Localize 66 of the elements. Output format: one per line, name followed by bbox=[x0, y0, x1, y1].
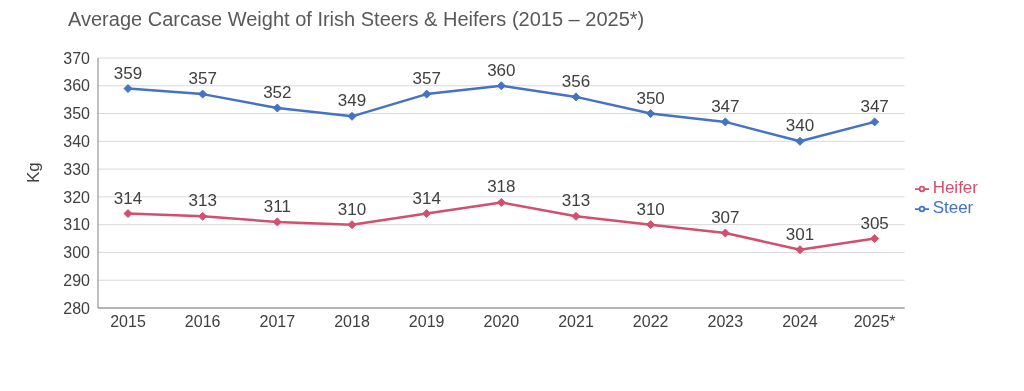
point bbox=[123, 84, 133, 94]
x-tick-label: 2016 bbox=[184, 313, 221, 331]
data-label: 349 bbox=[337, 91, 367, 111]
y-tick-label: 320 bbox=[63, 188, 91, 206]
data-label: 357 bbox=[188, 69, 217, 89]
chart-title: Average Carcase Weight of Irish Steers & Heifers (2015 – 2025*) bbox=[67, 8, 646, 32]
data-label: 310 bbox=[337, 199, 367, 219]
point bbox=[720, 117, 730, 127]
x-tick-label: 2017 bbox=[259, 313, 296, 331]
data-label: 360 bbox=[487, 60, 516, 80]
point bbox=[795, 136, 805, 146]
data-label: 347 bbox=[711, 96, 740, 116]
y-tick-label: 290 bbox=[63, 271, 91, 289]
y-tick-label: 300 bbox=[63, 244, 91, 262]
y-tick-label: 360 bbox=[63, 77, 91, 95]
point bbox=[795, 245, 805, 255]
point bbox=[198, 211, 208, 221]
point bbox=[123, 209, 133, 219]
data-label: 359 bbox=[113, 63, 143, 83]
data-label: 310 bbox=[636, 199, 665, 219]
x-tick-label: 2021 bbox=[558, 313, 594, 331]
y-tick-label: 280 bbox=[63, 299, 91, 317]
point bbox=[870, 117, 880, 127]
data-label: 314 bbox=[113, 188, 143, 208]
point bbox=[272, 103, 282, 113]
data-label: 301 bbox=[785, 224, 815, 244]
point bbox=[870, 234, 880, 244]
data-label: 357 bbox=[412, 69, 441, 89]
point bbox=[571, 211, 581, 221]
y-tick-label: 310 bbox=[63, 216, 91, 234]
legend-label: Steer bbox=[932, 198, 974, 217]
data-label: 307 bbox=[711, 208, 740, 227]
point bbox=[347, 220, 357, 230]
point bbox=[571, 92, 581, 102]
point bbox=[646, 109, 656, 119]
point bbox=[347, 111, 357, 121]
data-label: 340 bbox=[785, 116, 815, 136]
y-tick-label: 370 bbox=[63, 49, 91, 67]
data-label: 314 bbox=[412, 188, 441, 208]
data-label: 350 bbox=[636, 88, 665, 108]
x-tick-label: 2018 bbox=[334, 313, 370, 331]
point bbox=[422, 209, 432, 219]
y-tick-label: 330 bbox=[63, 160, 91, 178]
data-label: 347 bbox=[860, 96, 889, 116]
x-tick-label: 2023 bbox=[707, 313, 744, 331]
legend-label: Heifer bbox=[932, 178, 978, 197]
data-label: 318 bbox=[487, 177, 516, 197]
point bbox=[720, 228, 730, 238]
y-axis-title: Kg bbox=[24, 162, 44, 183]
data-label: 352 bbox=[263, 83, 292, 102]
x-tick-label: 2015 bbox=[110, 313, 146, 331]
x-tick-label: 2019 bbox=[408, 313, 445, 331]
data-label: 311 bbox=[263, 196, 291, 216]
point bbox=[198, 89, 208, 99]
x-tick-label: 2022 bbox=[632, 313, 669, 331]
point bbox=[422, 89, 432, 99]
x-tick-label: 2020 bbox=[483, 313, 520, 331]
data-label: 305 bbox=[860, 213, 889, 233]
data-label: 313 bbox=[188, 191, 217, 211]
data-label: 313 bbox=[561, 191, 591, 211]
y-tick-label: 350 bbox=[63, 105, 91, 123]
x-tick-label: 2024 bbox=[782, 313, 818, 331]
point bbox=[496, 197, 506, 207]
y-tick-label: 340 bbox=[63, 133, 91, 151]
data-label: 356 bbox=[561, 71, 591, 91]
x-tick-label: 2025* bbox=[853, 313, 896, 331]
